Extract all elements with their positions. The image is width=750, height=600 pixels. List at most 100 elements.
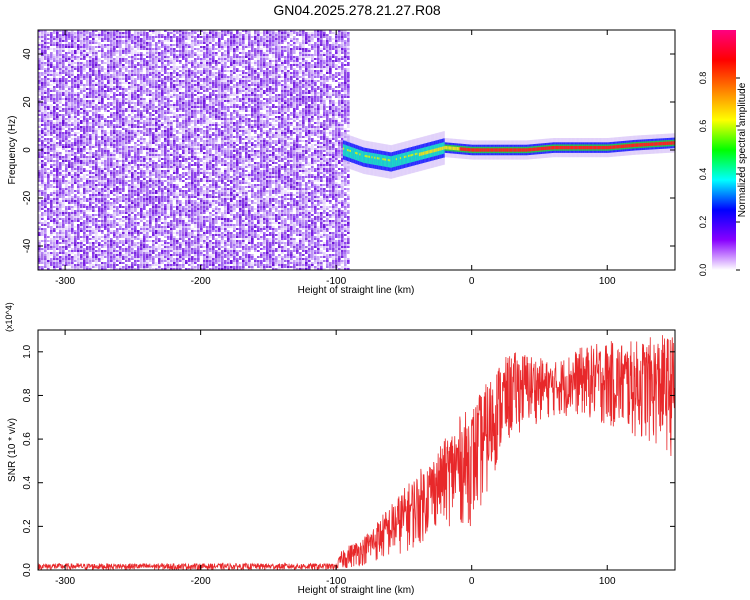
noise-cell: [98, 154, 101, 156]
noise-cell: [134, 134, 137, 136]
noise-cell: [143, 188, 146, 190]
noise-cell: [56, 216, 59, 218]
noise-cell: [62, 178, 65, 180]
noise-cell: [140, 106, 143, 108]
noise-cell: [164, 50, 167, 52]
noise-cell: [104, 132, 107, 134]
noise-cell: [152, 48, 155, 50]
noise-cell: [62, 214, 65, 216]
noise-cell: [107, 250, 110, 252]
noise-cell: [149, 250, 152, 252]
noise-cell: [59, 174, 62, 176]
noise-cell: [161, 268, 164, 270]
noise-cell: [146, 54, 149, 56]
noise-cell: [95, 66, 98, 68]
noise-cell: [188, 228, 191, 230]
noise-cell: [86, 242, 89, 244]
noise-cell: [188, 50, 191, 52]
noise-cell: [143, 256, 146, 258]
noise-cell: [149, 102, 152, 104]
noise-cell: [143, 110, 146, 112]
noise-cell: [119, 266, 122, 268]
noise-cell: [65, 102, 68, 106]
noise-cell: [74, 266, 77, 268]
noise-cell: [131, 206, 134, 208]
noise-cell: [137, 222, 140, 224]
noise-cell: [173, 112, 176, 114]
noise-cell: [86, 126, 89, 128]
noise-cell: [44, 42, 47, 44]
noise-cell: [98, 196, 101, 198]
noise-cell: [167, 78, 170, 80]
noise-cell: [71, 200, 74, 202]
noise-cell: [185, 144, 188, 146]
noise-cell: [134, 164, 137, 166]
noise-cell: [188, 152, 191, 154]
noise-cell: [59, 40, 62, 42]
noise-cell: [170, 90, 173, 92]
noise-cell: [53, 214, 56, 216]
noise-cell: [68, 216, 71, 218]
noise-cell: [119, 188, 122, 190]
noise-cell: [152, 70, 155, 72]
noise-cell: [152, 56, 155, 58]
noise-cell: [137, 64, 140, 66]
noise-cell: [188, 168, 191, 170]
noise-cell: [161, 124, 164, 126]
noise-cell: [107, 120, 110, 122]
noise-cell: [38, 66, 41, 68]
noise-cell: [149, 128, 152, 130]
noise-cell: [167, 268, 170, 270]
noise-cell: [74, 132, 77, 134]
noise-cell: [158, 182, 161, 184]
noise-cell: [98, 238, 101, 240]
noise-cell: [50, 62, 53, 64]
noise-cell: [161, 194, 164, 196]
noise-cell: [107, 172, 110, 174]
noise-cell: [119, 228, 122, 230]
noise-cell: [86, 36, 89, 38]
noise-cell: [173, 216, 176, 220]
noise-cell: [173, 150, 176, 152]
noise-cell: [119, 246, 122, 248]
noise-cell: [77, 210, 80, 212]
noise-cell: [44, 224, 47, 226]
noise-cell: [161, 208, 164, 210]
noise-cell: [65, 146, 68, 148]
noise-cell: [86, 268, 89, 270]
noise-cell: [53, 238, 56, 240]
noise-cell: [146, 198, 149, 200]
noise-cell: [137, 246, 140, 248]
noise-cell: [68, 194, 71, 196]
noise-cell: [89, 130, 92, 132]
noise-cell: [125, 228, 128, 230]
noise-cell: [53, 220, 56, 222]
noise-cell: [65, 258, 68, 260]
noise-cell: [122, 74, 125, 76]
noise-cell: [143, 92, 146, 94]
noise-cell: [38, 44, 41, 46]
noise-cell: [89, 170, 92, 172]
noise-cell: [38, 112, 41, 114]
noise-cell: [53, 90, 56, 92]
noise-cell: [62, 72, 65, 74]
noise-cell: [104, 184, 107, 186]
noise-cell: [47, 34, 50, 36]
noise-cell: [68, 170, 71, 172]
noise-cell: [71, 40, 74, 42]
noise-cell: [128, 172, 131, 174]
noise-cell: [161, 206, 164, 208]
noise-cell: [38, 58, 41, 60]
noise-cell: [83, 254, 86, 256]
noise-cell: [188, 220, 191, 222]
noise-cell: [41, 42, 44, 44]
noise-cell: [74, 148, 77, 150]
noise-cell: [71, 258, 74, 260]
noise-cell: [131, 220, 134, 224]
noise-cell: [134, 188, 137, 190]
noise-cell: [101, 62, 104, 64]
noise-cell: [167, 234, 170, 236]
noise-cell: [62, 108, 65, 110]
noise-cell: [59, 238, 62, 240]
noise-cell: [53, 190, 56, 192]
